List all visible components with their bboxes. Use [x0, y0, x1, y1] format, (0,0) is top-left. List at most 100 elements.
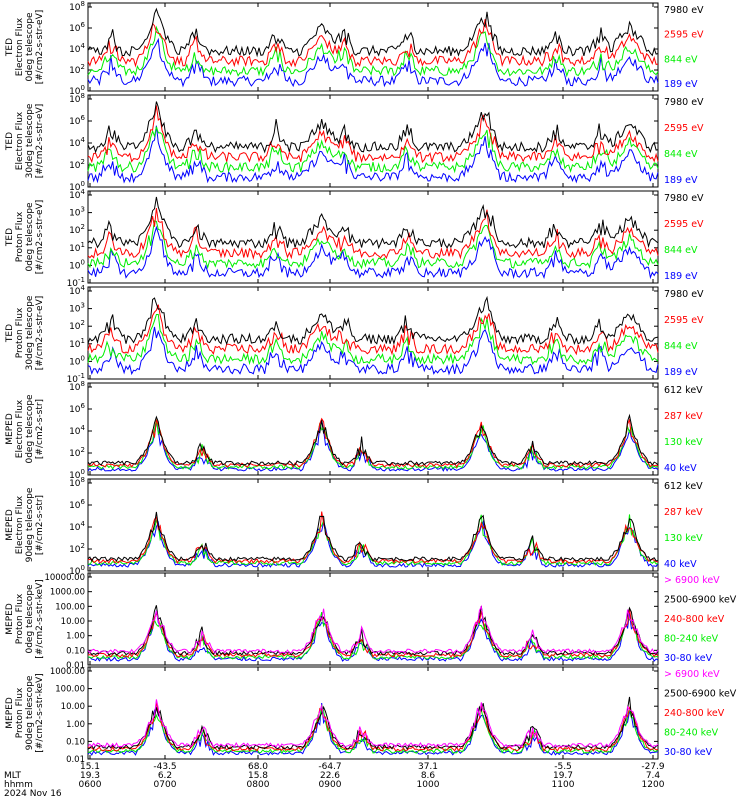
- y-tick-label: 100: [69, 564, 85, 577]
- y-tick-label: 106: [69, 402, 85, 415]
- legend-entry: 7980 eV: [664, 97, 704, 108]
- y-tick-label: 106: [69, 114, 85, 127]
- y-tick-label: 102: [69, 63, 85, 76]
- legend-entry: 2500-6900 keV: [664, 595, 737, 606]
- plot-frame: [87, 2, 659, 92]
- x-tick-lat: 15.1: [80, 762, 100, 772]
- series-trace: [87, 611, 659, 660]
- y-tick-label: 104: [69, 136, 85, 149]
- series-trace: [87, 126, 659, 174]
- x-tick-hhmm: 1100: [552, 780, 575, 790]
- series-trace: [87, 326, 659, 376]
- series-trace: [87, 105, 659, 164]
- x-tick-lat: -5.5: [554, 762, 572, 772]
- y-axis-label: MEPED: [5, 603, 15, 635]
- plot-frame: [87, 94, 659, 188]
- y-tick-label: 10.00: [61, 617, 85, 627]
- x-tick-lat: -43.5: [153, 762, 176, 772]
- series-trace: [87, 19, 659, 68]
- legend-entry: 844 eV: [664, 149, 698, 160]
- legend-entry: 2500-6900 keV: [664, 689, 737, 700]
- x-row-label: hhmm: [4, 780, 33, 790]
- x-tick-mlt: 19.7: [553, 771, 573, 781]
- legend-entry: 30-80 keV: [664, 747, 713, 758]
- y-tick-label: 108: [69, 92, 85, 105]
- series-trace: [87, 696, 659, 750]
- x-tick-hhmm: 1000: [417, 780, 440, 790]
- x-tick-hhmm: 1200: [642, 780, 665, 790]
- x-axis-annotation: MLThhmm15.119.30600-43.56.2070068.015.80…: [4, 762, 665, 799]
- y-tick-label: 1.00: [66, 720, 85, 730]
- y-axis-label: Proton Flux: [15, 307, 25, 358]
- y-tick-label: 106: [69, 21, 85, 34]
- series-trace: [87, 220, 659, 270]
- legend-entry: 612 keV: [664, 385, 703, 396]
- x-tick-lat: 37.1: [418, 762, 438, 772]
- legend-entry: 2595 eV: [664, 30, 704, 41]
- x-tick-mlt: 19.3: [80, 771, 100, 781]
- y-tick-label: 102: [69, 319, 85, 332]
- x-row-label: MLT: [4, 771, 22, 781]
- x-tick-hhmm: 0800: [247, 780, 270, 790]
- legend-entry: 612 keV: [664, 481, 703, 492]
- y-tick-label: 103: [69, 206, 85, 219]
- y-tick-label: 100.00: [55, 685, 85, 695]
- legend-entry: 287 keV: [664, 411, 703, 422]
- panel-2: 100 102 104 106 108 TED Electron Flux 30deg tel…: [5, 92, 704, 193]
- y-axis-label: Electron Flux: [15, 111, 25, 170]
- y-axis-label: 0deg telescope: [25, 584, 35, 654]
- y-axis-label: TED: [5, 228, 15, 247]
- series-trace: [87, 101, 659, 154]
- y-tick-label: 101: [69, 241, 85, 254]
- y-axis-label: [#/cm2-s-str-keV]: [35, 673, 45, 752]
- plot-frame: [87, 190, 659, 284]
- x-tick-mlt: 6.2: [158, 771, 172, 781]
- legend-entry: 80-240 keV: [664, 728, 719, 739]
- legend-entry: 844 eV: [664, 245, 698, 256]
- y-tick-label: 1000.00: [50, 667, 85, 677]
- y-axis-label: TED: [5, 324, 15, 343]
- legend-entry: 2595 eV: [664, 219, 704, 230]
- y-tick-label: 102: [69, 158, 85, 171]
- y-axis-label: Electron Flux: [15, 17, 25, 76]
- y-tick-label: 0.01: [66, 661, 85, 671]
- y-tick-label: 106: [69, 498, 85, 511]
- y-axis-label: [#/cm2-s-str-eV]: [35, 10, 45, 85]
- y-axis-label: [#/cm2-s-str]: [35, 495, 45, 555]
- x-tick-mlt: 8.6: [421, 771, 436, 781]
- legend-entry: 30-80 keV: [664, 653, 713, 664]
- panel-3: 10-1 100 101 102 103 104 TED Proton Flux 0deg te…: [5, 188, 704, 289]
- x-tick-mlt: 22.6: [320, 771, 340, 781]
- panel-7: 0.01 0.10 1.00 10.00 100.00 1000.00 10000.00 ME…: [5, 572, 737, 671]
- x-tick-lat: -27.9: [641, 762, 665, 772]
- series-trace: [87, 196, 659, 250]
- series-trace: [87, 701, 659, 752]
- series-trace: [87, 314, 659, 366]
- y-axis-label: Electron Flux: [15, 495, 25, 554]
- y-axis-label: 90deg telescope: [25, 675, 35, 750]
- y-tick-label: 0.01: [66, 755, 85, 765]
- series-trace: [87, 520, 659, 568]
- legend-entry: 189 eV: [664, 79, 698, 90]
- legend-entry: 844 eV: [664, 54, 698, 65]
- series-trace: [87, 295, 659, 346]
- legend-entry: 189 eV: [664, 271, 698, 282]
- legend-entry: 7980 eV: [664, 289, 704, 300]
- plot-frame: [87, 382, 659, 476]
- plot-frame: [87, 572, 659, 666]
- plot-frame: [87, 286, 659, 380]
- y-tick-label: 10.00: [61, 702, 85, 712]
- legend-entry: 287 keV: [664, 507, 703, 518]
- legend-entry: 130 keV: [664, 533, 703, 544]
- y-axis-label: [#/cm2-s-str-eV]: [35, 200, 45, 275]
- y-axis-label: Proton Flux: [15, 687, 25, 738]
- series-trace: [87, 225, 659, 280]
- x-tick-lat: 68.0: [248, 762, 268, 772]
- y-axis-label: [#/cm2-s-str]: [35, 399, 45, 459]
- y-tick-label: 104: [69, 188, 85, 201]
- series-trace: [87, 699, 659, 748]
- y-tick-label: 102: [69, 446, 85, 459]
- y-axis-label: 30deg telescope: [25, 103, 35, 178]
- y-tick-label: 102: [69, 542, 85, 555]
- y-axis-label: MEPED: [5, 697, 15, 729]
